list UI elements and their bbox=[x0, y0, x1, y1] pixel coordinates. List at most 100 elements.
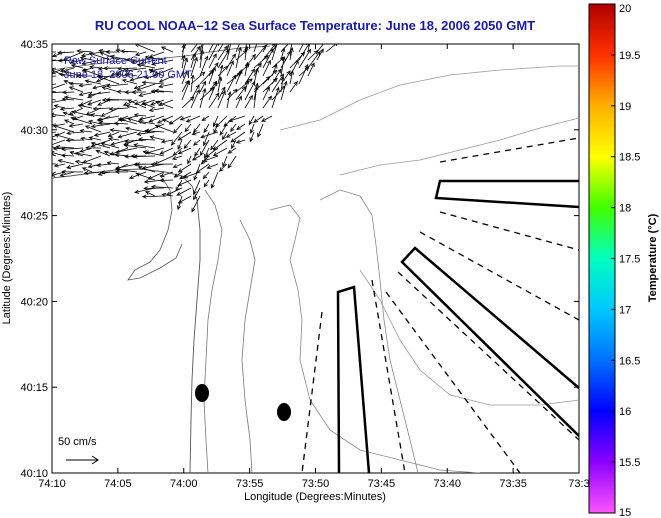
current-vector bbox=[173, 123, 183, 134]
current-vector-head bbox=[133, 85, 139, 90]
current-vector-head bbox=[115, 149, 121, 154]
current-vector bbox=[227, 155, 237, 169]
current-vector-head bbox=[132, 162, 138, 167]
y-tick-label: 40:30 bbox=[20, 125, 48, 137]
current-vector-head bbox=[59, 106, 65, 112]
current-vector bbox=[125, 67, 147, 72]
current-vector-head bbox=[193, 175, 198, 181]
current-vector bbox=[94, 131, 111, 136]
marker-buoy-2 bbox=[277, 403, 291, 421]
current-vector bbox=[101, 107, 120, 117]
current-vector-head bbox=[262, 44, 267, 50]
current-vector-head bbox=[227, 149, 233, 154]
current-vector bbox=[63, 112, 75, 117]
current-vector bbox=[262, 60, 271, 77]
y-tick-label: 40:20 bbox=[20, 296, 48, 308]
y-axis-label: Latitude (Degrees:Minutes) bbox=[1, 192, 13, 325]
colorbar-tick-label: 17.5 bbox=[619, 254, 640, 266]
current-vector bbox=[235, 47, 241, 69]
current-vector-head bbox=[235, 139, 241, 144]
current-vector-head bbox=[278, 39, 281, 43]
current-vector bbox=[161, 139, 174, 143]
current-vector bbox=[187, 155, 192, 164]
current-vector bbox=[92, 83, 111, 89]
current-vector bbox=[66, 163, 84, 169]
current-vector bbox=[160, 171, 174, 177]
y-axis-ticks: 40:10 40:15 40:20 40:25 40:30 40:35 bbox=[20, 39, 579, 480]
current-vector-head bbox=[283, 80, 288, 86]
current-vector-head bbox=[40, 162, 44, 165]
current-vector bbox=[211, 171, 219, 189]
current-vector-head bbox=[209, 69, 214, 75]
current-vector bbox=[244, 80, 249, 93]
x-tick-label: 74:00 bbox=[170, 478, 198, 490]
colorbar-ticks: 20 19.5 19 18.5 18 17.5 17 16.5 16 15.5 15 bbox=[611, 3, 640, 518]
current-vector-head bbox=[87, 164, 93, 169]
current-vector bbox=[60, 107, 75, 110]
current-vector bbox=[52, 67, 57, 70]
current-vector-head bbox=[289, 69, 294, 75]
current-vector-head bbox=[40, 69, 44, 72]
current-vector-head bbox=[202, 141, 207, 147]
current-vector-head bbox=[319, 48, 324, 54]
current-vector-head bbox=[159, 173, 165, 178]
current-vector bbox=[100, 52, 120, 61]
current-vector-head bbox=[63, 79, 69, 84]
current-vector-head bbox=[135, 172, 141, 177]
current-vector-head bbox=[218, 167, 224, 172]
current-vector-head bbox=[257, 132, 262, 138]
current-vector bbox=[93, 107, 111, 110]
current-vector-head bbox=[173, 173, 179, 178]
current-vector-head bbox=[227, 163, 232, 169]
current-vector bbox=[262, 48, 274, 69]
current-vector bbox=[110, 67, 129, 77]
current-vector-head bbox=[45, 59, 49, 62]
current-vector-head bbox=[218, 76, 223, 82]
current-vector-head bbox=[172, 151, 178, 156]
current-vector-head bbox=[78, 83, 84, 88]
current-vector-head bbox=[100, 112, 106, 117]
current-vector-head bbox=[266, 59, 271, 65]
current-vector-head bbox=[244, 61, 250, 67]
current-vector bbox=[325, 44, 337, 53]
current-vector bbox=[148, 171, 165, 180]
current-vector-head bbox=[275, 86, 280, 92]
current-vector-head bbox=[248, 120, 253, 126]
current-vector-head bbox=[37, 176, 41, 179]
current-vector bbox=[64, 96, 84, 101]
current-vector-head bbox=[160, 46, 166, 51]
current-vector-head bbox=[57, 58, 63, 63]
current-vector bbox=[78, 104, 93, 109]
current-vector-head bbox=[200, 49, 205, 55]
current-vector-head bbox=[273, 63, 278, 69]
current-vector-head bbox=[61, 169, 66, 174]
current-vector bbox=[79, 91, 93, 96]
current-vector-head bbox=[137, 137, 143, 142]
current-vector-head bbox=[281, 47, 286, 53]
current-vector-head bbox=[203, 128, 208, 134]
current-vector bbox=[208, 44, 218, 61]
current-vector bbox=[217, 49, 230, 69]
current-vector bbox=[137, 131, 156, 135]
current-vector-head bbox=[222, 135, 227, 141]
current-vector-head bbox=[108, 106, 114, 112]
current-vector bbox=[226, 44, 230, 53]
current-vector-head bbox=[124, 138, 130, 144]
current-vector-head bbox=[183, 174, 189, 179]
current-vector bbox=[190, 89, 200, 109]
current-vector bbox=[171, 131, 183, 146]
current-vector bbox=[203, 123, 210, 133]
current-vector bbox=[136, 173, 156, 181]
current-vector-head bbox=[245, 79, 250, 85]
current-vector bbox=[52, 59, 57, 61]
current-vector-head bbox=[107, 133, 113, 138]
current-vector-head bbox=[213, 81, 218, 87]
current-vector-head bbox=[136, 86, 142, 91]
current-vector-head bbox=[183, 70, 188, 76]
current-vector-head bbox=[219, 130, 224, 136]
current-vector-head bbox=[194, 151, 199, 157]
current-vector-head bbox=[193, 190, 197, 195]
current-vector-head bbox=[93, 132, 99, 137]
current-vector-head bbox=[232, 74, 236, 80]
current-vector-head bbox=[150, 89, 156, 94]
